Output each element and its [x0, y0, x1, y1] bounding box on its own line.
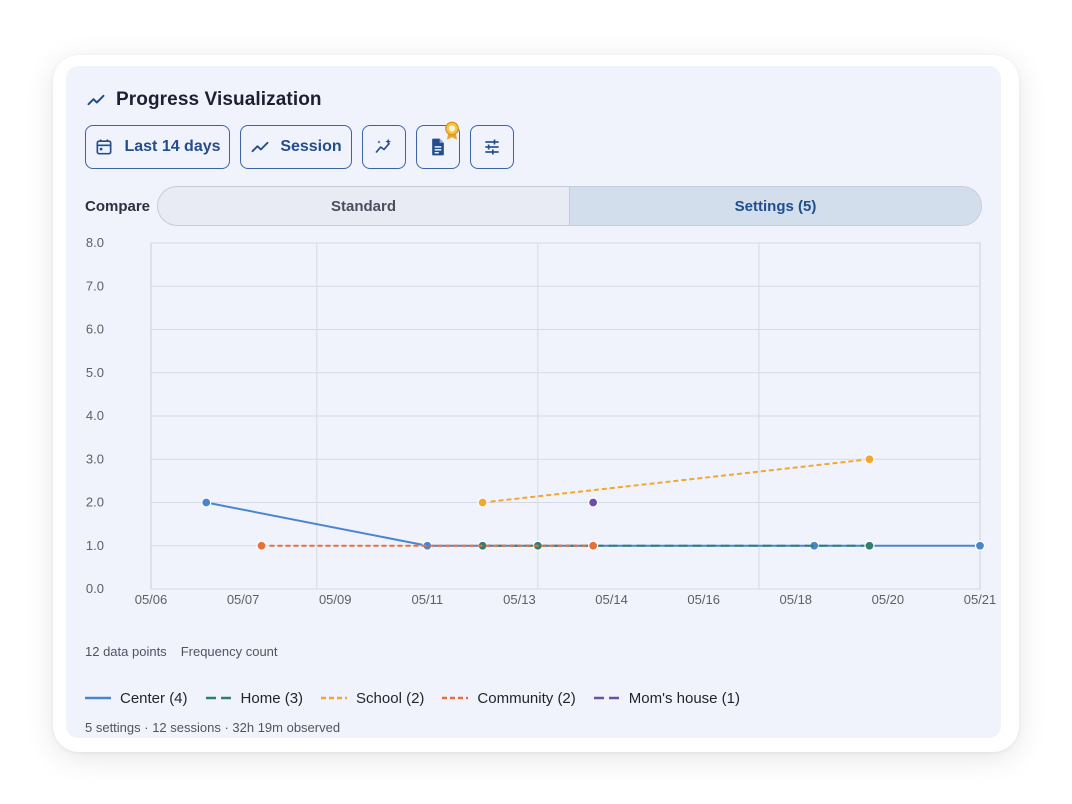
legend-item-moms-house[interactable]: Mom's house (1) — [593, 689, 741, 707]
award-badge-icon — [445, 121, 459, 140]
legend-item-school[interactable]: School (2) — [321, 690, 424, 707]
view-mode-label: Session — [280, 138, 342, 155]
x-tick-label: 05/07 — [227, 592, 260, 607]
data-point — [256, 540, 267, 551]
legend-label: Home (3) — [240, 689, 304, 707]
legend-label: Mom's house (1) — [628, 689, 741, 707]
legend-item-community[interactable]: Community (2) — [442, 689, 576, 707]
legend-swatch — [85, 696, 111, 700]
view-mode-button[interactable]: Session — [240, 125, 352, 169]
legend-item-center[interactable]: Center (4) — [85, 690, 188, 707]
trending-up-icon — [251, 141, 269, 153]
chart-legend: Center (4) Home (3) School (2) Community… — [85, 688, 740, 708]
x-tick-label: 05/06 — [135, 592, 168, 607]
compare-option-standard[interactable]: Standard — [330, 197, 396, 215]
compare-label: Compare — [85, 197, 151, 215]
legend-swatch — [593, 696, 620, 700]
x-tick-label: 05/09 — [319, 592, 352, 607]
page-title: Progress Visualization — [116, 89, 322, 110]
report-button[interactable] — [416, 121, 460, 169]
calendar-icon — [96, 139, 112, 155]
legend-label: Community (2) — [477, 689, 576, 707]
y-tick-label: 2.0 — [86, 495, 104, 510]
summary-footer: 5 settings · 12 sessions · 32h 19m obser… — [85, 720, 341, 735]
date-range-button[interactable]: Last 14 days — [85, 125, 230, 169]
data-point — [477, 497, 488, 508]
x-tick-label: 05/20 — [872, 592, 905, 607]
progress-chart: 0.0 1.0 2.0 3.0 4.0 5.0 6.0 7.0 8.0 05/06 05/07 05/… — [86, 235, 997, 607]
compare-segmented-control: Standard Settings (5) — [157, 186, 982, 226]
y-tick-label: 7.0 — [86, 278, 104, 293]
x-tick-label: 05/21 — [964, 592, 997, 607]
x-tick-label: 05/18 — [780, 592, 813, 607]
legend-label: Center (4) — [120, 689, 188, 707]
data-point — [588, 540, 599, 551]
toolbar: Last 14 days Session — [85, 121, 514, 169]
x-tick-label: 05/13 — [503, 592, 536, 607]
y-tick-label: 8.0 — [86, 235, 104, 250]
legend-label: School (2) — [356, 689, 425, 707]
x-tick-label: 05/14 — [595, 592, 628, 607]
y-tick-label: 1.0 — [86, 538, 104, 553]
insights-button[interactable] — [362, 125, 406, 169]
data-point — [864, 454, 875, 465]
date-range-label: Last 14 days — [124, 138, 221, 155]
trending-up-icon — [87, 94, 105, 106]
legend-swatch — [442, 696, 469, 700]
progress-panel: Progress Visualization Last 14 days Sess… — [66, 66, 1001, 738]
y-tick-label: 6.0 — [86, 322, 104, 337]
panel-header: Progress Visualization — [86, 88, 322, 112]
data-point — [201, 497, 212, 508]
y-tick-label: 5.0 — [86, 365, 104, 380]
chart-info: 12 data points Frequency count — [85, 644, 278, 659]
data-point — [974, 540, 986, 551]
sparkle-chart-icon — [375, 138, 392, 153]
legend-swatch — [205, 696, 232, 700]
y-tick-label: 4.0 — [86, 408, 104, 423]
y-tick-label: 0.0 — [86, 581, 104, 596]
series-line-center — [206, 501, 980, 547]
compare-row: Compare Standard Settings (5) — [85, 186, 982, 226]
series-line-school — [482, 458, 870, 504]
sliders-icon — [485, 139, 499, 155]
x-tick-label: 05/16 — [687, 592, 720, 607]
data-point — [864, 540, 875, 551]
legend-swatch — [321, 696, 348, 700]
data-points-count: 12 data points — [85, 644, 167, 659]
filter-settings-button[interactable] — [470, 125, 514, 169]
document-icon — [432, 138, 444, 156]
metric-label: Frequency count — [180, 644, 278, 659]
data-point — [588, 497, 599, 508]
compare-option-settings[interactable]: Settings (5) — [569, 187, 981, 225]
legend-item-home[interactable]: Home (3) — [205, 689, 304, 707]
x-tick-label: 05/11 — [412, 592, 444, 607]
y-tick-label: 3.0 — [86, 451, 104, 466]
